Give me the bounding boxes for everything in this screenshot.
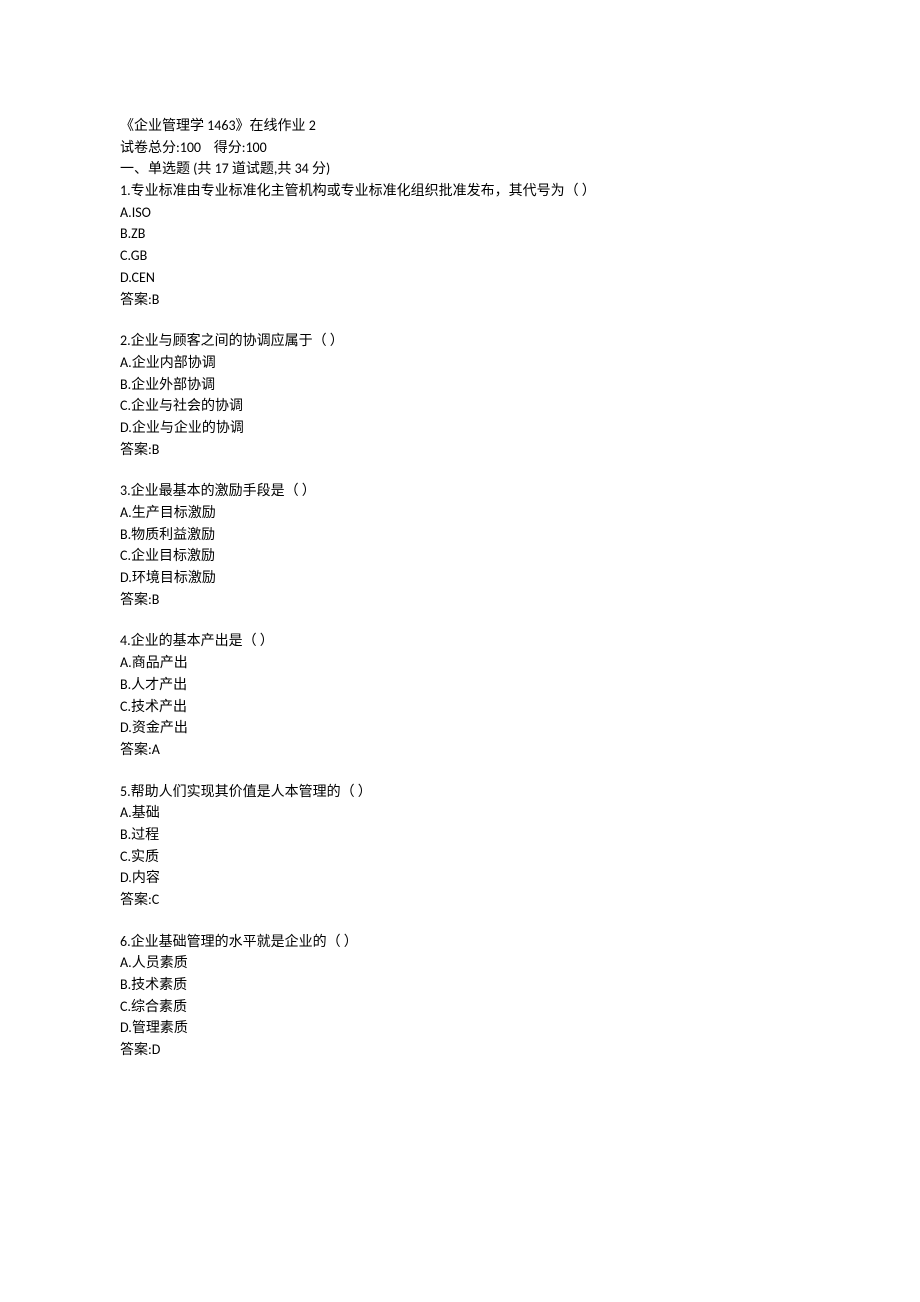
- question-option: A.商品产出: [120, 652, 800, 674]
- question-option: A.企业内部协调: [120, 352, 800, 374]
- question-option: C.技术产出: [120, 696, 800, 718]
- question-option: B.人才产出: [120, 674, 800, 696]
- question-stem: 1.专业标准由专业标准化主管机构或专业标准化组织批准发布，其代号为（ ）: [120, 180, 800, 202]
- question-option: C.企业与社会的协调: [120, 395, 800, 417]
- question-stem: 2.企业与顾客之间的协调应属于（ ）: [120, 330, 800, 352]
- question-answer: 答案:B: [120, 439, 800, 461]
- question-stem: 3.企业最基本的激励手段是（ ）: [120, 480, 800, 502]
- question-answer: 答案:C: [120, 889, 800, 911]
- question-option: D.环境目标激励: [120, 567, 800, 589]
- question-stem: 4.企业的基本产出是（ ）: [120, 630, 800, 652]
- section-header: 一、单选题 (共 17 道试题,共 34 分): [120, 158, 800, 180]
- question-option: D.企业与企业的协调: [120, 417, 800, 439]
- question-option: D.资金产出: [120, 717, 800, 739]
- exam-title: 《企业管理学 1463》在线作业 2: [120, 115, 800, 137]
- document-page: 《企业管理学 1463》在线作业 2 试卷总分:100 得分:100 一、单选题…: [0, 0, 920, 1141]
- question-6: 6.企业基础管理的水平就是企业的（ ） A.人员素质 B.技术素质 C.综合素质…: [120, 931, 800, 1061]
- score-line: 试卷总分:100 得分:100: [120, 137, 800, 159]
- question-answer: 答案:B: [120, 289, 800, 311]
- question-5: 5.帮助人们实现其价值是人本管理的（ ） A.基础 B.过程 C.实质 D.内容…: [120, 781, 800, 911]
- question-3: 3.企业最基本的激励手段是（ ） A.生产目标激励 B.物质利益激励 C.企业目…: [120, 480, 800, 610]
- question-option: D.内容: [120, 867, 800, 889]
- question-answer: 答案:A: [120, 739, 800, 761]
- question-option: A.ISO: [120, 202, 800, 224]
- question-option: C.综合素质: [120, 996, 800, 1018]
- question-option: A.人员素质: [120, 952, 800, 974]
- question-option: C.企业目标激励: [120, 545, 800, 567]
- question-1: 1.专业标准由专业标准化主管机构或专业标准化组织批准发布，其代号为（ ） A.I…: [120, 180, 800, 310]
- question-stem: 5.帮助人们实现其价值是人本管理的（ ）: [120, 781, 800, 803]
- question-option: B.过程: [120, 824, 800, 846]
- question-option: C.GB: [120, 245, 800, 267]
- question-option: D.CEN: [120, 267, 800, 289]
- question-answer: 答案:B: [120, 589, 800, 611]
- question-option: A.生产目标激励: [120, 502, 800, 524]
- question-option: C.实质: [120, 846, 800, 868]
- question-stem: 6.企业基础管理的水平就是企业的（ ）: [120, 931, 800, 953]
- question-option: B.物质利益激励: [120, 524, 800, 546]
- question-option: B.技术素质: [120, 974, 800, 996]
- question-option: A.基础: [120, 802, 800, 824]
- question-option: D.管理素质: [120, 1017, 800, 1039]
- question-4: 4.企业的基本产出是（ ） A.商品产出 B.人才产出 C.技术产出 D.资金产…: [120, 630, 800, 760]
- question-answer: 答案:D: [120, 1039, 800, 1061]
- question-option: B.ZB: [120, 223, 800, 245]
- question-2: 2.企业与顾客之间的协调应属于（ ） A.企业内部协调 B.企业外部协调 C.企…: [120, 330, 800, 460]
- question-option: B.企业外部协调: [120, 374, 800, 396]
